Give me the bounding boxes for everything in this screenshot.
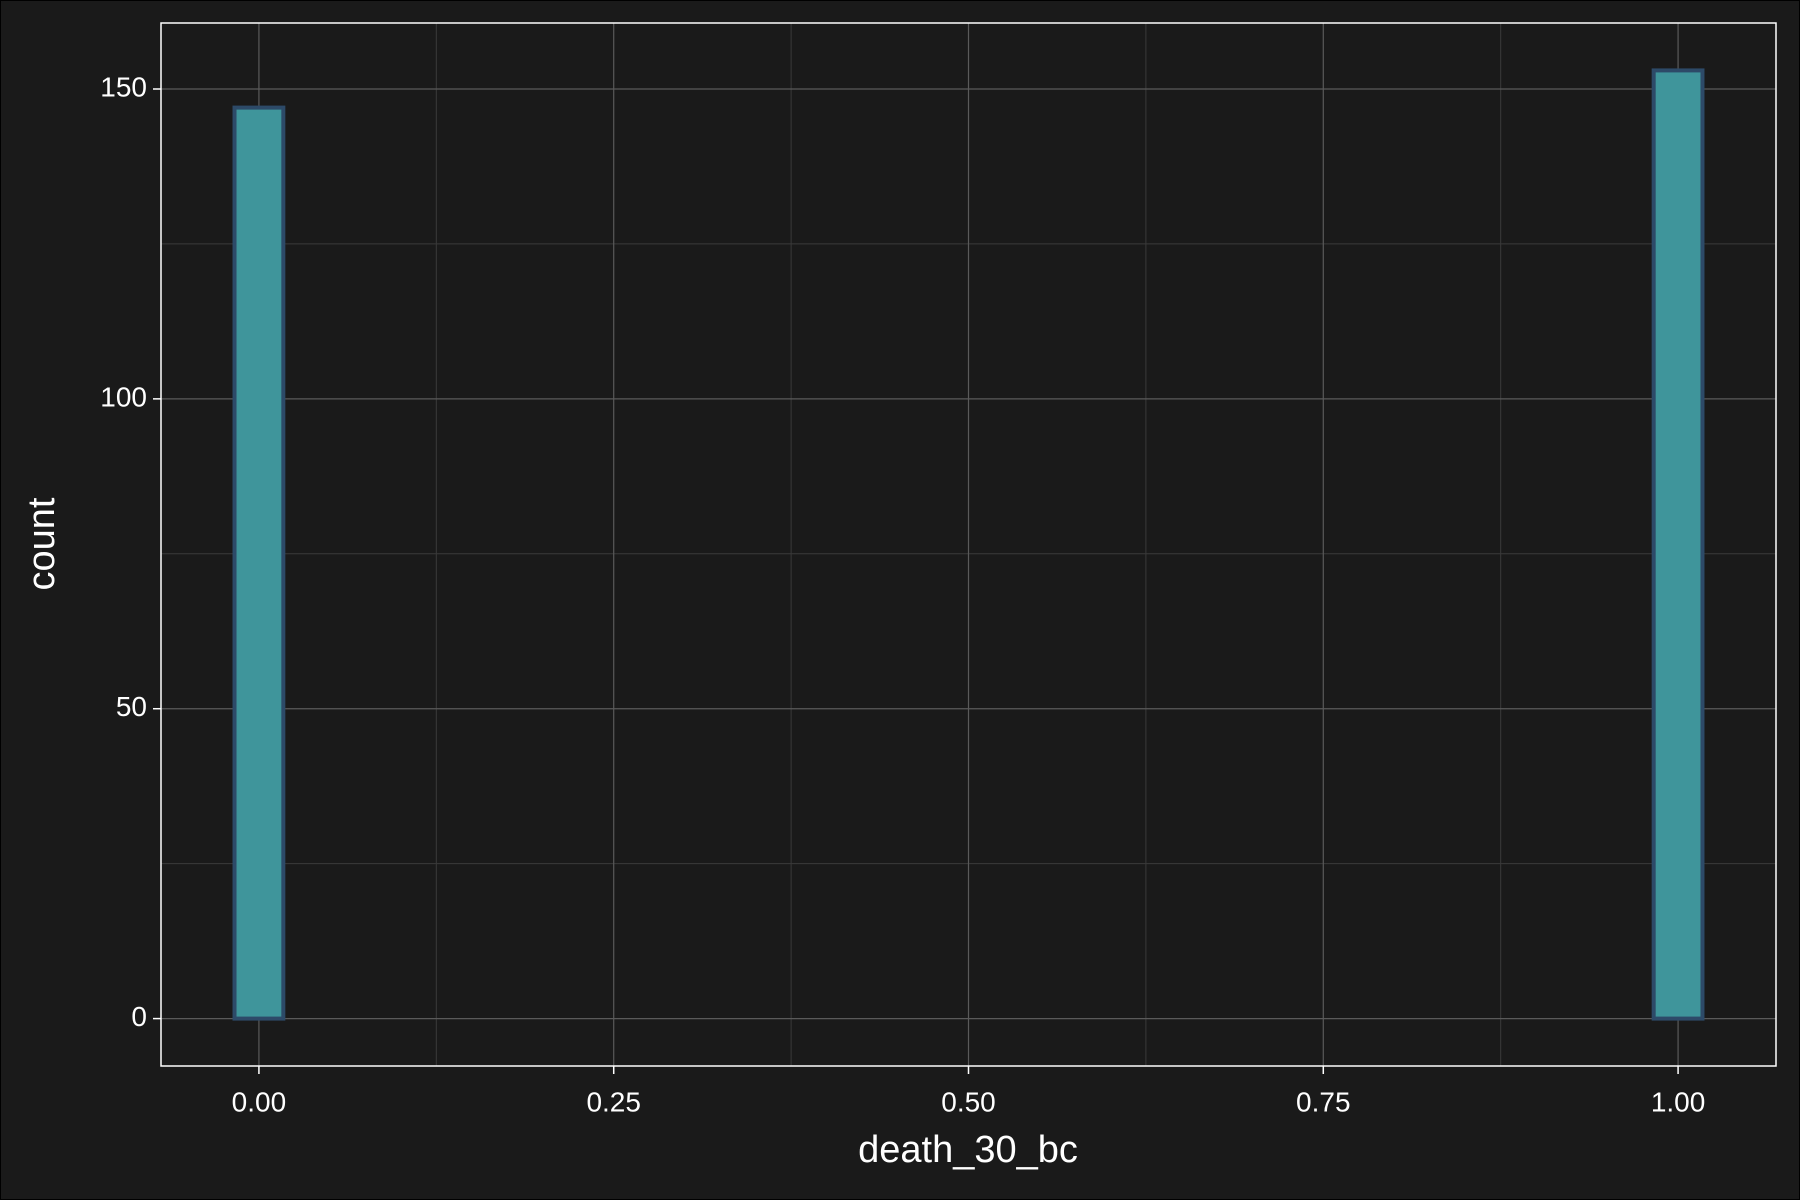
x-tick-label: 0.25 [586,1086,641,1117]
x-tick-label: 0.00 [232,1086,287,1117]
x-tick-label: 0.50 [941,1086,996,1117]
bars [232,68,1705,1021]
y-tick-label: 100 [100,381,147,412]
y-tick-label: 0 [131,1001,147,1032]
x-tick-label: 1.00 [1651,1086,1706,1117]
x-tick-label: 0.75 [1296,1086,1351,1117]
bar [232,105,286,1021]
y-tick-label: 150 [100,71,147,102]
x-axis-title: death_30_bc [858,1129,1078,1171]
bar [1651,68,1705,1021]
y-tick-label: 50 [116,691,147,722]
y-axis-title: count [21,497,63,590]
